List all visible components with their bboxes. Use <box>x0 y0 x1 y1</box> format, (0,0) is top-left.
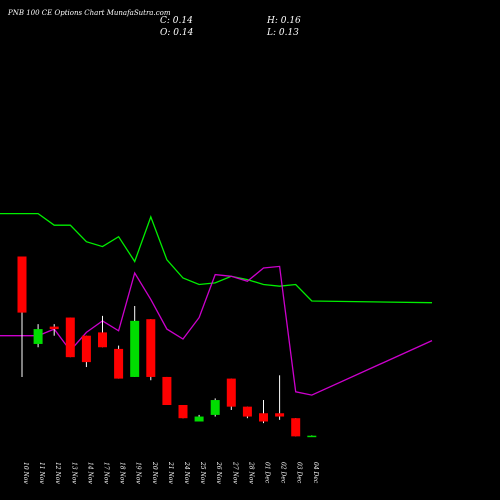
date-tick-label: 21 Nov <box>167 461 174 484</box>
bear-candle <box>65 317 75 358</box>
date-tick-label: 28 Nov <box>247 461 254 484</box>
bull-candle <box>210 400 220 415</box>
low-readout: L: 0.13 <box>267 28 299 38</box>
date-tick-label: 13 Nov <box>70 462 77 484</box>
bull-candle <box>130 320 140 377</box>
date-tick-label: 14 Nov <box>86 462 93 484</box>
date-tick-label: 02 Dec <box>280 462 287 484</box>
bear-candle <box>226 378 236 407</box>
date-tick-label: 10 Nov <box>22 462 29 484</box>
date-tick-label: 18 Nov <box>119 462 126 484</box>
bear-candle <box>275 413 285 417</box>
bull-candle <box>33 329 43 344</box>
bear-candle <box>49 326 59 330</box>
date-tick-label: 26 Nov <box>215 461 222 484</box>
bull-candle <box>307 435 317 438</box>
bull-candle <box>194 416 204 422</box>
chart-title: PNB 100 CE Options Chart MunafaSutra.com <box>8 9 171 17</box>
bear-candle <box>146 319 156 377</box>
bear-candle <box>81 335 91 363</box>
date-tick-label: 25 Nov <box>199 461 206 484</box>
date-tick-label: 01 Dec <box>264 462 271 484</box>
green-indicator-line <box>0 212 433 304</box>
date-tick-label: 19 Nov <box>135 462 142 484</box>
date-tick-label: 12 Nov <box>54 462 61 484</box>
close-readout: C: 0.14 <box>160 16 193 26</box>
bear-candle <box>242 406 252 417</box>
bear-candle <box>178 405 188 419</box>
bear-candle <box>291 418 301 437</box>
date-tick-label: 20 Nov <box>151 461 158 484</box>
date-tick-label: 24 Nov <box>183 461 190 484</box>
bear-candle <box>114 348 124 379</box>
high-readout: H: 0.16 <box>267 16 301 26</box>
date-tick-label: 11 Nov <box>38 462 45 484</box>
date-tick-label: 27 Nov <box>231 461 238 484</box>
magenta-indicator-line <box>0 265 433 396</box>
bear-candle <box>98 332 107 348</box>
bear-candle <box>259 413 268 422</box>
bear-candle <box>162 376 172 405</box>
date-tick-label: 04 Dec <box>312 462 319 484</box>
open-readout: O: 0.14 <box>160 28 194 38</box>
date-tick-label: 03 Dec <box>296 462 303 484</box>
bear-candle <box>17 256 27 313</box>
date-tick-label: 17 Nov <box>103 462 110 484</box>
